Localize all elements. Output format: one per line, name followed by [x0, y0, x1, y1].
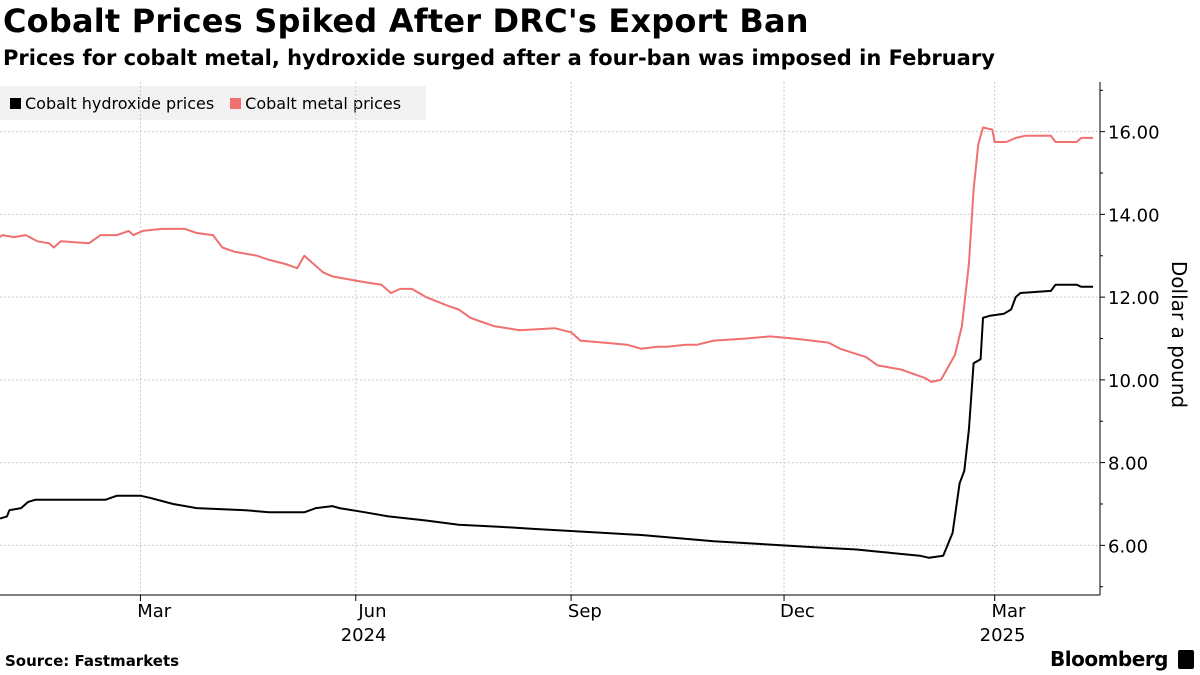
y-tick-label-1: 8.00	[1108, 454, 1148, 475]
y-tick-label-2: 10.00	[1108, 371, 1160, 392]
x-tick-label-3: Dec	[780, 601, 815, 622]
legend-label-metal: Cobalt metal prices	[245, 93, 402, 113]
legend-swatch-hydroxide	[10, 97, 21, 109]
y-tick-label-3: 12.00	[1108, 288, 1160, 309]
legend-swatch-metal	[230, 97, 242, 109]
bloomberg-terminal-icon	[1178, 650, 1194, 669]
series-line-hydroxide	[0, 283, 1093, 559]
x-tick-label-1: Jun	[357, 601, 386, 622]
y-axis-title: Dollar a pound	[1167, 261, 1191, 408]
x-tick-label-2: Sep	[568, 601, 602, 622]
legend-item-metal: Cobalt metal prices	[230, 94, 401, 113]
source-note: Source: Fastmarkets	[5, 652, 180, 670]
x-year-label-0: 2024	[341, 625, 387, 646]
legend-label-hydroxide: Cobalt hydroxide prices	[25, 93, 215, 113]
x-year-label-1: 2025	[980, 625, 1026, 646]
brand-logo: Bloomberg	[1050, 647, 1168, 671]
y-tick-label-4: 14.00	[1108, 205, 1160, 226]
x-tick-label-0: Mar	[137, 601, 172, 622]
chart-subtitle: Prices for cobalt metal, hydroxide surge…	[3, 46, 995, 70]
y-tick-label-5: 16.00	[1108, 123, 1160, 144]
chart-title: Cobalt Prices Spiked After DRC's Export …	[3, 2, 809, 40]
legend-item-hydroxide: Cobalt hydroxide prices	[10, 94, 214, 113]
series-line-metal	[0, 126, 1093, 383]
y-tick-label-0: 6.00	[1108, 536, 1148, 557]
legend: Cobalt hydroxide prices Cobalt metal pri…	[0, 86, 426, 120]
x-tick-label-4: Mar	[991, 601, 1026, 622]
